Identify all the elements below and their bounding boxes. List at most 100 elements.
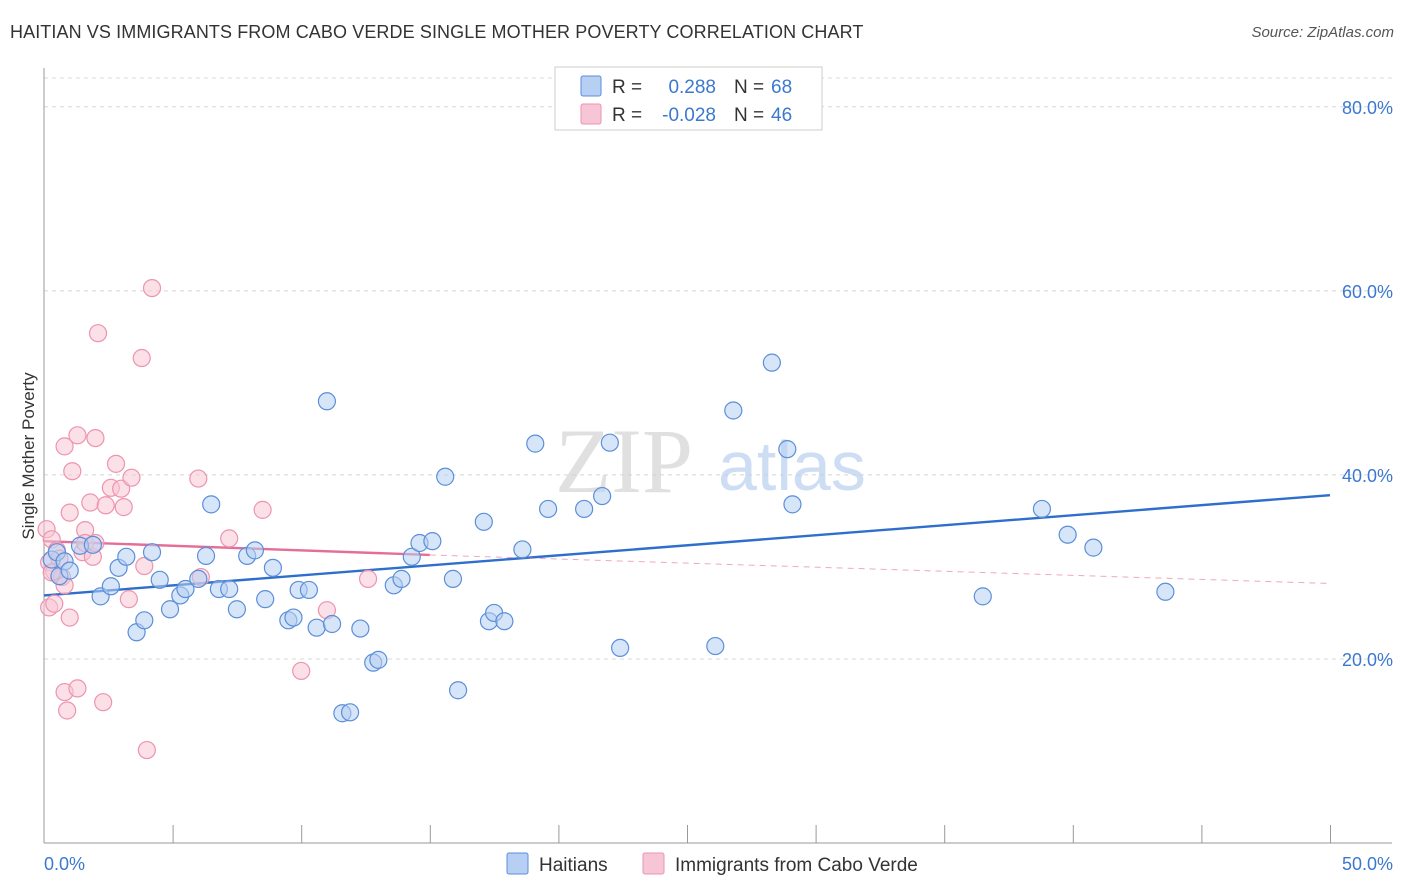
x-tick-label: 50.0% [1342, 854, 1393, 874]
data-point-blue [495, 612, 514, 631]
data-point-pink [137, 740, 156, 760]
legend-bottom-swatch-blue [506, 852, 529, 875]
data-point-blue [196, 546, 216, 565]
legend-n-value: 68 [771, 77, 792, 98]
legend-r-value: -0.028 [662, 105, 716, 126]
y-axis-label: Single Mother Poverty [19, 372, 38, 540]
legend-bottom: Haitians Immigrants from Cabo Verde [506, 852, 918, 876]
data-point-pink [132, 348, 151, 368]
data-point-pink [68, 426, 87, 445]
data-point-blue [60, 561, 79, 580]
data-point-blue [724, 401, 743, 420]
y-tick-label: 20.0% [1342, 650, 1393, 670]
data-point-pink [96, 496, 115, 515]
data-point-blue [284, 608, 303, 627]
x-tick-label: 0.0% [44, 854, 85, 874]
data-point-blue [611, 638, 630, 658]
data-point-pink [94, 693, 113, 712]
data-point-blue [706, 636, 725, 656]
data-point-pink [81, 493, 100, 512]
legend-bottom-label: Haitians [539, 855, 608, 876]
trend-line-extension [429, 554, 1331, 584]
data-point-blue [307, 618, 326, 637]
data-point-blue [1156, 582, 1175, 601]
legend-r-label: R = [612, 77, 642, 98]
y-tick-label: 60.0% [1342, 282, 1393, 302]
data-point-pink [55, 437, 74, 456]
data-point-blue [245, 541, 265, 560]
data-point-blue [117, 547, 136, 566]
data-point-pink [60, 503, 79, 522]
data-point-blue [392, 569, 411, 588]
data-point-blue [762, 353, 781, 372]
axes-layer: 20.0% 40.0% 60.0% 80.0% 0.0% 50.0% [43, 68, 1393, 874]
y-axis-label-group: Single Mother Poverty [19, 372, 38, 540]
data-point-blue [135, 611, 154, 630]
data-point-blue [263, 558, 283, 577]
data-point-blue [593, 486, 612, 506]
data-point-pink [60, 608, 79, 627]
data-point-pink [122, 468, 141, 487]
watermark-zip: ZIP [555, 410, 693, 512]
data-point-blue [220, 579, 239, 599]
data-point-pink [86, 428, 105, 448]
trend-line-blue [43, 493, 1331, 597]
legend-bottom-swatch-pink [642, 852, 665, 875]
data-point-blue [448, 681, 468, 700]
chart-title: HAITIAN VS IMMIGRANTS FROM CABO VERDE SI… [10, 22, 864, 42]
legend-swatch-pink [580, 103, 602, 125]
data-point-blue [539, 499, 558, 519]
data-point-blue [474, 512, 493, 531]
data-point-blue [150, 570, 169, 589]
data-point-pink [58, 701, 77, 720]
data-point-blue [142, 543, 162, 562]
points-layer [37, 278, 1175, 760]
legend-r-label: R = [612, 105, 642, 126]
data-point-blue [227, 600, 246, 619]
legend-n-label: N = [734, 105, 764, 126]
data-point-pink [135, 556, 154, 576]
data-point-blue [101, 577, 120, 596]
y-tick-label: 40.0% [1342, 466, 1393, 486]
data-point-blue [299, 580, 319, 600]
data-point-pink [220, 529, 239, 548]
watermark: ZIP atlas [555, 410, 866, 512]
data-point-blue [317, 392, 337, 411]
data-point-blue [160, 600, 180, 619]
data-point-blue [176, 579, 195, 599]
data-point-blue [575, 499, 594, 519]
data-point-pink [114, 498, 133, 517]
data-point-pink [189, 469, 208, 488]
trend-line-pink [43, 539, 430, 557]
data-point-blue [351, 619, 370, 638]
data-point-blue [202, 495, 221, 514]
data-point-blue [600, 433, 619, 452]
data-point-blue [256, 590, 275, 609]
data-point-pink [119, 590, 138, 609]
data-point-pink [358, 569, 378, 588]
data-point-blue [340, 703, 360, 722]
data-point-blue [402, 547, 421, 566]
data-point-pink [292, 661, 311, 681]
legend-bottom-label: Immigrants from Cabo Verde [675, 855, 918, 876]
data-point-blue [369, 650, 388, 669]
legend-swatch-blue [580, 75, 602, 97]
data-point-blue [1084, 538, 1103, 557]
data-point-blue [436, 467, 455, 486]
data-point-pink [68, 679, 87, 698]
data-point-blue [322, 614, 342, 634]
data-point-blue [1058, 525, 1077, 544]
data-point-blue [783, 495, 802, 514]
y-tick-label: 80.0% [1342, 98, 1393, 118]
data-point-pink [106, 454, 126, 473]
data-point-pink [63, 462, 82, 481]
data-point-blue [189, 569, 208, 588]
data-point-blue [83, 535, 102, 554]
data-point-blue [973, 587, 992, 606]
data-point-blue [1032, 499, 1052, 519]
data-point-pink [88, 324, 108, 343]
grid-layer [44, 77, 1392, 660]
legend-r-value: 0.288 [668, 77, 716, 98]
data-point-blue [423, 532, 442, 551]
